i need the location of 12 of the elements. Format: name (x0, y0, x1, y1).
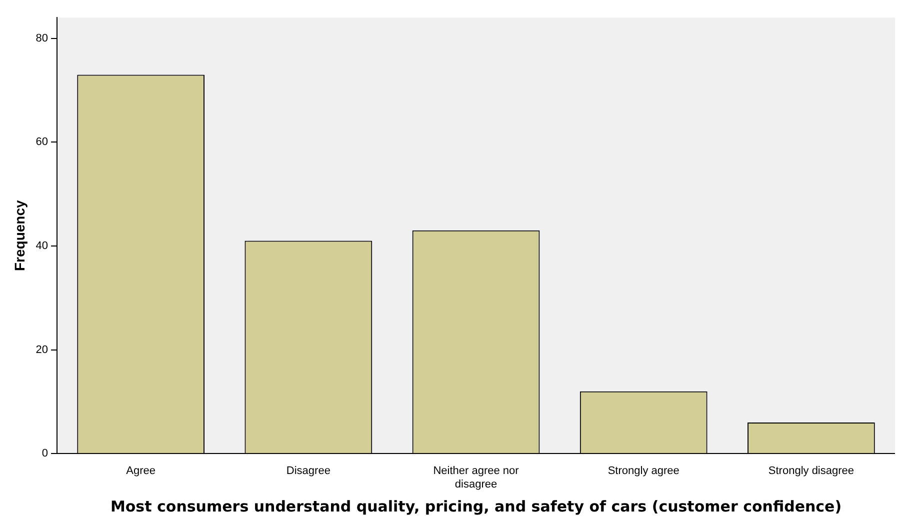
y-tick-label: 60 (36, 136, 48, 148)
y-tick-label: 20 (36, 344, 48, 356)
y-tick-label: 0 (42, 448, 48, 460)
x-tick-label: Neither agree nor disagree (433, 465, 520, 490)
y-axis-title: Frequency (11, 200, 28, 272)
x-tick-label: Strongly agree (608, 465, 680, 478)
x-tick-label: Disagree (286, 465, 330, 478)
x-axis-title: Most consumers understand quality, pricing, and safety of cars (customer confidence) (110, 497, 842, 516)
x-tick-label: Strongly disagree (768, 465, 854, 478)
y-tick-label: 80 (36, 32, 48, 44)
x-tick-label: Agree (126, 465, 156, 478)
y-tick-label: 40 (36, 240, 48, 252)
